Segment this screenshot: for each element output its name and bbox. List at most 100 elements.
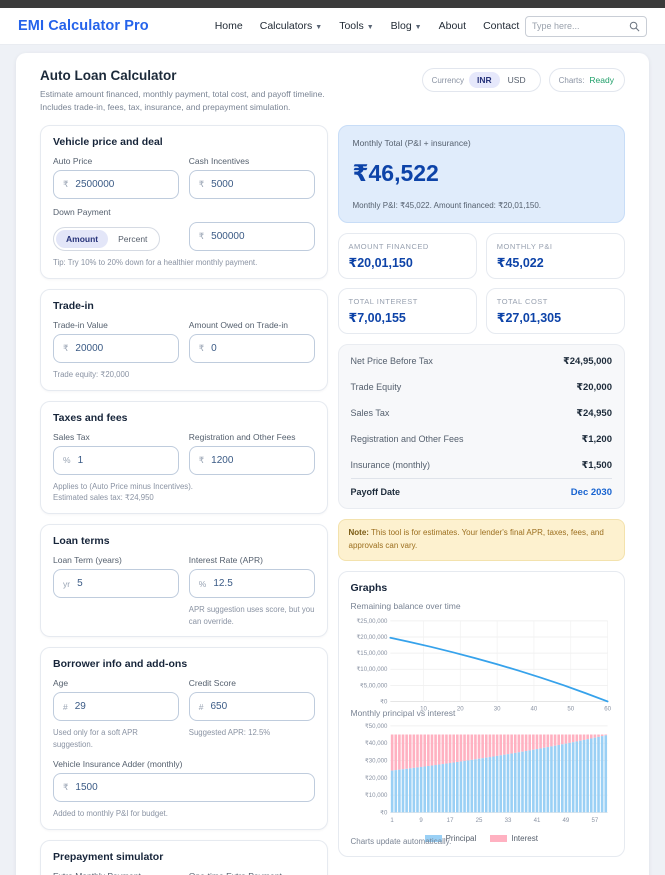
site-header: EMI Calculator Pro Home Calculators ▼ Too… bbox=[0, 8, 665, 45]
svg-text:₹25,00,000: ₹25,00,000 bbox=[356, 618, 388, 625]
down-payment-amount-button[interactable]: Amount bbox=[56, 230, 109, 249]
stat-monthly-pi: MONTHLY P&I ₹45,022 bbox=[485, 233, 625, 280]
calculator-card: Auto Loan Calculator Estimate amount fin… bbox=[16, 53, 649, 875]
svg-text:₹20,00,000: ₹20,00,000 bbox=[356, 634, 388, 641]
years-prefix-icon: yr bbox=[63, 578, 71, 589]
down-payment-field: ₹ bbox=[188, 222, 315, 252]
chart-legend: Principal Interest bbox=[351, 834, 613, 843]
one-time-extra-label: One-time Extra Payment bbox=[189, 871, 315, 875]
percent-prefix-icon: % bbox=[63, 455, 71, 466]
remaining-balance-chart: ₹25,00,000 ₹20,00,000 ₹15,00,000 ₹10,00,000… bbox=[351, 613, 613, 717]
sales-tax-field: % bbox=[53, 445, 179, 475]
payoff-date-row: Payoff Date Dec 2030 bbox=[350, 478, 612, 505]
summary-row: Trade Equity ₹20,000 bbox=[350, 381, 613, 393]
registration-fees-input[interactable] bbox=[211, 454, 305, 466]
nav-contact[interactable]: Contact bbox=[483, 20, 520, 32]
charts-status-label: Charts: bbox=[558, 75, 585, 85]
currency-pill: Currency INR USD bbox=[421, 68, 541, 92]
trade-in-panel: Trade-in Trade-in Value ₹ Amount Owed on… bbox=[40, 289, 328, 391]
loan-term-label: Loan Term (years) bbox=[53, 555, 122, 566]
section-title: Taxes and fees bbox=[53, 411, 128, 424]
down-payment-input[interactable] bbox=[211, 231, 305, 243]
svg-text:57: 57 bbox=[591, 817, 598, 824]
currency-usd-button[interactable]: USD bbox=[500, 72, 534, 88]
section-title: Loan terms bbox=[53, 535, 110, 548]
borrower-panel: Borrower info and add-ons Age # Used onl… bbox=[40, 647, 328, 830]
search-icon[interactable] bbox=[629, 21, 640, 32]
sales-tax-input[interactable] bbox=[77, 454, 169, 466]
age-input[interactable] bbox=[74, 701, 169, 713]
credit-score-label: Credit Score bbox=[188, 678, 236, 689]
page-title: Auto Loan Calculator bbox=[40, 68, 177, 83]
graphs-title: Graphs bbox=[350, 581, 388, 594]
svg-text:25: 25 bbox=[475, 817, 482, 824]
charts-status-pill: Charts: Ready bbox=[548, 68, 625, 92]
monthly-total-note: Monthly P&I: ₹45,022. Amount financed: ₹… bbox=[352, 201, 542, 211]
registration-fees-field: ₹ bbox=[188, 445, 315, 475]
monthly-total-value: ₹46,522 bbox=[352, 160, 439, 187]
currency-label: Currency bbox=[431, 75, 465, 85]
svg-text:60: 60 bbox=[604, 705, 611, 712]
nav-tools[interactable]: Tools ▼ bbox=[339, 20, 374, 32]
svg-text:₹0: ₹0 bbox=[380, 810, 388, 817]
brand-logo[interactable]: EMI Calculator Pro bbox=[18, 18, 149, 34]
cash-incentives-input[interactable] bbox=[211, 179, 305, 191]
trade-in-value-label: Trade-in Value bbox=[53, 320, 108, 331]
rupee-prefix-icon: ₹ bbox=[63, 179, 69, 190]
age-label: Age bbox=[53, 678, 69, 689]
svg-text:49: 49 bbox=[562, 817, 569, 824]
window-top-bar bbox=[0, 0, 665, 8]
monthly-total-label: Monthly Total (P&I + insurance) bbox=[352, 138, 471, 149]
percent-prefix-icon: % bbox=[198, 578, 207, 589]
svg-text:1: 1 bbox=[390, 817, 394, 824]
balance-chart-title: Remaining balance over time bbox=[350, 600, 461, 611]
apr-input[interactable] bbox=[213, 578, 305, 590]
insurance-adder-label: Vehicle Insurance Adder (monthly) bbox=[53, 758, 183, 769]
stats-grid: AMOUNT FINANCED ₹20,01,150 MONTHLY P&I ₹… bbox=[337, 233, 625, 335]
number-prefix-icon: # bbox=[63, 701, 68, 712]
chevron-down-icon: ▼ bbox=[315, 23, 323, 31]
svg-text:20: 20 bbox=[456, 705, 463, 712]
trade-in-value-input[interactable] bbox=[75, 343, 169, 355]
age-note: Used only for a soft APR suggestion. bbox=[53, 728, 138, 750]
currency-inr-button[interactable]: INR bbox=[469, 72, 500, 88]
age-field: # bbox=[53, 692, 179, 722]
down-payment-mode-toggle: Amount Percent bbox=[53, 227, 161, 252]
svg-text:₹30,000: ₹30,000 bbox=[364, 758, 387, 765]
svg-text:41: 41 bbox=[533, 817, 540, 824]
svg-text:₹20,000: ₹20,000 bbox=[364, 775, 387, 782]
main-nav: Home Calculators ▼ Tools ▼ Blog ▼ About Con… bbox=[215, 20, 520, 32]
credit-score-field: # bbox=[188, 692, 315, 722]
summary-row: Insurance (monthly) ₹1,500 bbox=[350, 459, 613, 471]
principal-swatch bbox=[424, 835, 442, 843]
nav-blog[interactable]: Blog ▼ bbox=[390, 20, 422, 32]
amount-owed-label: Amount Owed on Trade-in bbox=[188, 320, 288, 331]
svg-text:₹10,000: ₹10,000 bbox=[364, 792, 387, 799]
nav-calculators[interactable]: Calculators ▼ bbox=[259, 20, 323, 32]
insurance-adder-input[interactable] bbox=[75, 781, 305, 793]
down-payment-tip: Tip: Try 10% to 20% down for a healthier… bbox=[53, 258, 258, 268]
auto-price-label: Auto Price bbox=[53, 156, 93, 167]
prepayment-panel: Prepayment simulator Extra Monthly Payme… bbox=[40, 839, 328, 875]
vehicle-price-panel: Vehicle price and deal Auto Price ₹ Cash… bbox=[40, 125, 328, 280]
page-subtitle: Estimate amount financed, monthly paymen… bbox=[40, 89, 325, 113]
svg-text:₹50,000: ₹50,000 bbox=[364, 723, 387, 730]
amount-owed-input[interactable] bbox=[211, 343, 305, 355]
summary-row: Net Price Before Tax ₹24,95,000 bbox=[350, 355, 613, 367]
svg-text:₹10,00,000: ₹10,00,000 bbox=[356, 666, 388, 673]
nav-home[interactable]: Home bbox=[214, 20, 243, 32]
svg-text:₹15,00,000: ₹15,00,000 bbox=[356, 650, 388, 657]
search-input[interactable] bbox=[532, 21, 629, 31]
nav-about[interactable]: About bbox=[438, 20, 467, 32]
auto-price-input[interactable] bbox=[75, 179, 169, 191]
cost-summary-table: Net Price Before Tax ₹24,95,000 Trade Equ… bbox=[337, 344, 625, 510]
registration-fees-label: Registration and Other Fees bbox=[188, 431, 296, 442]
trade-in-value-field: ₹ bbox=[53, 334, 179, 364]
apr-field: % bbox=[188, 569, 315, 599]
credit-score-input[interactable] bbox=[210, 701, 305, 713]
loan-term-input[interactable] bbox=[77, 578, 169, 590]
rupee-prefix-icon: ₹ bbox=[63, 343, 69, 354]
down-payment-percent-button[interactable]: Percent bbox=[108, 230, 157, 248]
principal-vs-interest-chart: ₹50,000 ₹40,000 ₹30,000 ₹20,000 ₹10,000 ₹0 1 9 1… bbox=[351, 720, 613, 830]
monthly-total-card: Monthly Total (P&I + insurance) ₹46,522 … bbox=[337, 125, 625, 224]
